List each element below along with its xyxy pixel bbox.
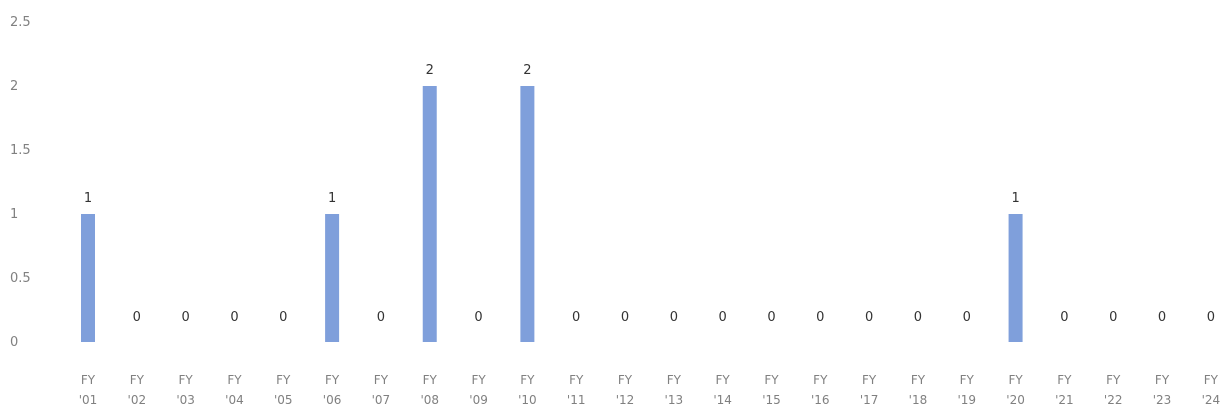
- x-tick-label: '18: [909, 393, 928, 407]
- data-label: 1: [84, 191, 92, 206]
- x-tick-label: FY: [227, 373, 242, 387]
- x-tick-label: FY: [667, 373, 682, 387]
- x-tick-label: '01: [79, 393, 98, 407]
- y-tick-label: 2: [10, 79, 18, 94]
- bar: [325, 214, 340, 342]
- x-tick-label: '02: [128, 393, 147, 407]
- x-tick-label: '13: [665, 393, 684, 407]
- data-label: 0: [719, 310, 727, 325]
- data-label: 0: [279, 310, 287, 325]
- data-label: 0: [133, 310, 141, 325]
- x-tick-label: FY: [716, 373, 731, 387]
- data-label: 0: [230, 310, 238, 325]
- x-tick-label: FY: [374, 373, 389, 387]
- data-label: 0: [914, 310, 922, 325]
- x-tick-label: FY: [618, 373, 633, 387]
- data-label: 0: [377, 310, 385, 325]
- x-tick-label: '07: [372, 393, 391, 407]
- x-tick-label: '19: [957, 393, 976, 407]
- data-label: 0: [670, 310, 678, 325]
- x-tick-label: FY: [911, 373, 926, 387]
- x-tick-label: '05: [274, 393, 293, 407]
- x-tick-label: FY: [1204, 373, 1219, 387]
- bars: [81, 86, 1023, 342]
- x-tick-label: '09: [469, 393, 488, 407]
- x-tick-label: '04: [225, 393, 244, 407]
- data-label: 0: [1158, 310, 1166, 325]
- x-tick-label: FY: [1008, 373, 1023, 387]
- x-tick-label: '11: [567, 393, 586, 407]
- x-tick-label: FY: [423, 373, 438, 387]
- data-label: 1: [1011, 191, 1019, 206]
- x-tick-label: FY: [862, 373, 877, 387]
- x-tick-label: FY: [130, 373, 145, 387]
- x-tick-label: '15: [762, 393, 781, 407]
- y-tick-label: 0: [10, 335, 18, 350]
- x-tick-label: '06: [323, 393, 342, 407]
- data-label: 0: [572, 310, 580, 325]
- x-tick-label: '16: [811, 393, 830, 407]
- x-tick-label: '10: [518, 393, 537, 407]
- data-labels: 1 0 0 0 0 1 0 2 0 2 0 0 0 0 0 0 0 0 0 1 0 0 0 0: [84, 63, 1215, 325]
- x-tick-label: FY: [813, 373, 828, 387]
- y-tick-label: 1.5: [10, 143, 31, 158]
- x-tick-label: FY: [471, 373, 486, 387]
- data-label: 0: [816, 310, 824, 325]
- data-label: 0: [621, 310, 629, 325]
- x-tick-label: FY: [1106, 373, 1121, 387]
- x-tick-label: '14: [713, 393, 732, 407]
- data-label: 2: [523, 63, 531, 78]
- x-tick-label: '12: [616, 393, 635, 407]
- x-tick-label: FY: [276, 373, 291, 387]
- x-tick-label: FY: [960, 373, 975, 387]
- data-label: 0: [963, 310, 971, 325]
- data-label: 0: [1060, 310, 1068, 325]
- x-tick-label: '24: [1202, 393, 1221, 407]
- x-tick-label: '17: [860, 393, 879, 407]
- data-label: 0: [474, 310, 482, 325]
- y-axis: 0 0.5 1 1.5 2 2.5: [10, 15, 31, 350]
- x-tick-label: '23: [1153, 393, 1172, 407]
- x-tick-label: FY: [764, 373, 779, 387]
- bar: [1008, 214, 1023, 342]
- bar: [422, 86, 437, 342]
- y-tick-label: 0.5: [10, 271, 31, 286]
- bar: [520, 86, 535, 342]
- x-tick-label: FY: [569, 373, 584, 387]
- x-tick-label: '22: [1104, 393, 1123, 407]
- x-tick-label: FY: [81, 373, 96, 387]
- y-tick-label: 1: [10, 207, 18, 222]
- bar: [81, 214, 95, 342]
- data-label: 0: [181, 310, 189, 325]
- y-tick-label: 2.5: [10, 15, 31, 30]
- data-label: 0: [767, 310, 775, 325]
- x-tick-label: '20: [1006, 393, 1025, 407]
- x-tick-label: '03: [176, 393, 195, 407]
- x-tick-label: '08: [420, 393, 439, 407]
- data-label: 1: [328, 191, 336, 206]
- data-label: 0: [865, 310, 873, 325]
- x-tick-label: '21: [1055, 393, 1074, 407]
- x-axis: FY '01 FY '02 FY '03 FY '04 FY '05 FY '06 FY '07 FY '08…: [79, 373, 1220, 407]
- data-label: 0: [1109, 310, 1117, 325]
- x-tick-label: FY: [520, 373, 535, 387]
- x-tick-label: FY: [1155, 373, 1170, 387]
- x-tick-label: FY: [1057, 373, 1072, 387]
- data-label: 0: [1207, 310, 1215, 325]
- x-tick-label: FY: [325, 373, 340, 387]
- data-label: 2: [426, 63, 434, 78]
- x-tick-label: FY: [179, 373, 194, 387]
